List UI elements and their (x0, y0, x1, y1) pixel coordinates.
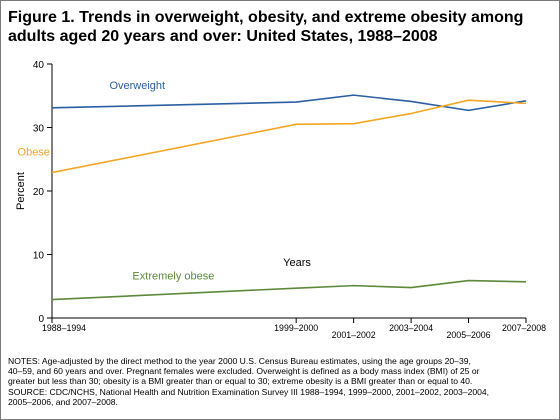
notes-line-2: 40–59, and 60 years and over. Pregnant f… (8, 366, 480, 377)
series-line-2 (51, 279, 527, 301)
series-label-0: Overweight (109, 80, 165, 92)
y-tick-label: 30 (33, 124, 45, 135)
chart-labels: Overweight Obese Extremely obese (18, 80, 215, 283)
chart-title: Figure 1. Trends in overweight, obesity,… (8, 9, 524, 45)
series-line-1 (51, 99, 527, 174)
x-tick-label: 1999–2000 (274, 323, 318, 333)
y-tick-label: 40 (33, 60, 45, 71)
y-tick-label: 10 (33, 251, 45, 262)
notes-line-5: 2005–2006, and 2007–2008. (8, 396, 118, 407)
x-axis-title: Years (283, 257, 311, 269)
x-tick-label: 2003–2004 (389, 323, 433, 333)
chart-notes: NOTES: Age-adjusted by the direct method… (8, 356, 552, 407)
notes-line-1: NOTES: Age-adjusted by the direct method… (8, 356, 471, 366)
x-tick-label: 2001–2002 (332, 330, 376, 340)
y-axis-title: Percent (15, 172, 27, 210)
series-line-0 (51, 94, 527, 112)
y-tick-label: 0 (38, 314, 44, 325)
notes-line-4: SOURCE: CDC/NCHS, National Health and Nu… (8, 386, 490, 397)
series-label-2: Extremely obese (132, 270, 214, 282)
y-tick-label: 20 (33, 187, 45, 198)
chart-axes: 0 10 20 30 40 1988–1994 1999–2000 2001–2002 2003… (15, 60, 546, 340)
chart-series (51, 94, 527, 301)
x-tick-label: 2007–2008 (502, 323, 546, 333)
series-label-1: Obese (18, 146, 50, 158)
x-tick-label: 1988–1994 (42, 323, 86, 333)
x-tick-label: 2005–2006 (447, 330, 491, 340)
notes-line-3: greater but less than 30; obesity is a B… (8, 376, 473, 387)
